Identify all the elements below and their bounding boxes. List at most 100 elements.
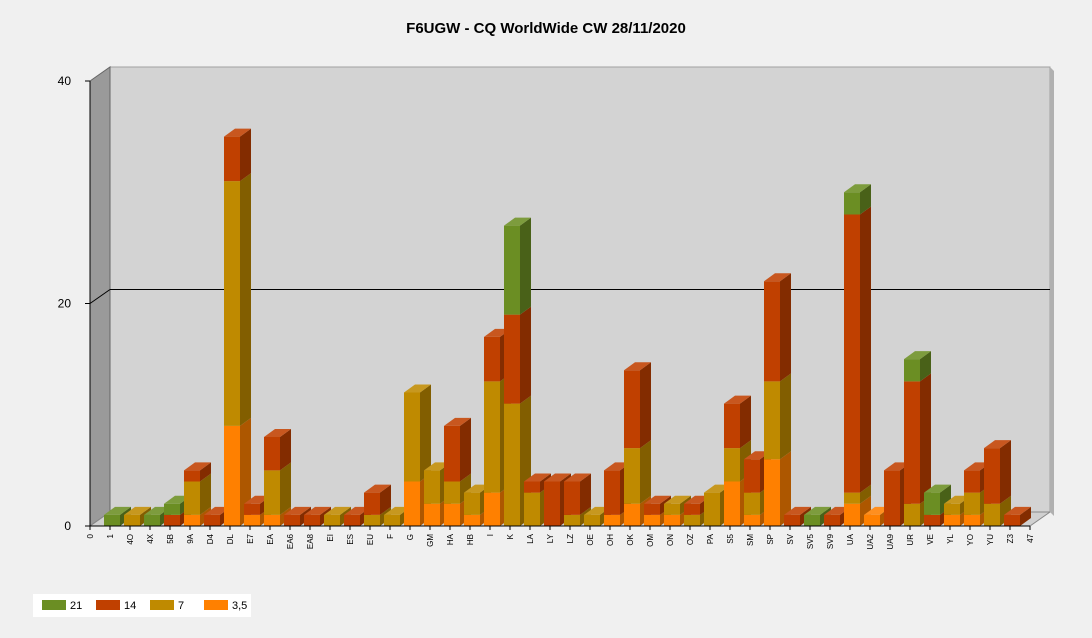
bar-top — [184, 462, 211, 471]
bar-segment — [844, 484, 871, 504]
x-tick-label: VE — [926, 534, 935, 545]
bar-front — [724, 481, 740, 526]
bar-front — [304, 514, 320, 526]
bar-front — [824, 514, 840, 526]
bar-front — [524, 492, 540, 526]
x-tick-label: HA — [446, 533, 455, 545]
bar-front — [784, 514, 800, 526]
bar-front — [744, 514, 760, 526]
bar-front — [504, 225, 520, 315]
bar-front — [1004, 514, 1020, 526]
bar-segment — [984, 440, 1011, 504]
x-tick-label: EA — [266, 533, 275, 544]
bar-segment — [844, 206, 871, 493]
bar-top — [664, 495, 691, 504]
bar-side — [520, 306, 531, 404]
bar-segment — [724, 395, 751, 449]
legend-swatch — [204, 600, 228, 610]
bar-front — [224, 181, 240, 426]
bar-front — [224, 136, 240, 182]
bar-front — [384, 514, 400, 526]
bar-top — [764, 273, 791, 282]
bar-front — [364, 514, 380, 526]
bar-front — [484, 381, 500, 493]
x-tick-label: OZ — [686, 534, 695, 545]
x-tick-label: ON — [666, 534, 675, 546]
x-tick-label: HB — [466, 534, 475, 545]
y-tick-label: 20 — [58, 297, 72, 311]
bar-side — [520, 217, 531, 315]
bar-segment — [764, 273, 791, 382]
bar-top — [904, 351, 931, 360]
bar-front — [344, 514, 360, 526]
legend-label: 3,5 — [232, 600, 247, 612]
bar-front — [584, 514, 600, 526]
bar-front — [624, 448, 640, 504]
bar-side — [1020, 506, 1031, 526]
x-tick-label: YL — [946, 533, 955, 543]
bar-side — [200, 462, 211, 482]
x-tick-label: EU — [366, 534, 375, 545]
x-tick-label: ES — [346, 534, 355, 545]
bar-top — [624, 362, 651, 371]
bar-top — [224, 128, 251, 137]
bar-side — [280, 462, 291, 515]
bar-front — [244, 503, 260, 515]
bar-side — [780, 373, 791, 460]
bar-segment — [764, 451, 791, 526]
bar-front — [544, 481, 560, 526]
bar-side — [860, 206, 871, 493]
bar-side — [860, 184, 871, 215]
x-tick-label: 0 — [86, 533, 95, 538]
bar-front — [644, 514, 660, 526]
bar-top — [1004, 506, 1031, 515]
bar-front — [364, 492, 380, 515]
x-tick-label: 5B — [166, 534, 175, 544]
x-tick-label: GM — [426, 534, 435, 547]
y-axis: 0 20 40 — [58, 74, 91, 533]
bar-front — [604, 470, 620, 515]
bar-segment — [444, 417, 471, 482]
bar-front — [184, 514, 200, 526]
bar-segment — [224, 173, 251, 426]
bar-front — [844, 503, 860, 526]
bar-front — [284, 514, 300, 526]
bar-front — [604, 514, 620, 526]
bar-front — [924, 492, 940, 515]
x-tick-label: PA — [706, 533, 715, 544]
bar-front — [464, 492, 480, 515]
x-tick-label: LY — [546, 533, 555, 543]
legend-label: 21 — [70, 600, 82, 612]
x-tick-label: SV — [786, 533, 795, 544]
bar-segment — [184, 462, 211, 482]
legend-swatch — [96, 600, 120, 610]
bar-front — [244, 514, 260, 526]
y-tick-label: 40 — [58, 74, 72, 88]
bar-top — [364, 484, 391, 493]
bar-side — [920, 373, 931, 504]
bar-top — [784, 506, 811, 515]
bar-top — [504, 217, 531, 226]
x-tick-label: OE — [586, 534, 595, 546]
bar-segment — [764, 373, 791, 460]
bar-top — [544, 473, 571, 482]
x-tick-label: YU — [986, 534, 995, 545]
bar-front — [484, 492, 500, 526]
legend-swatch — [42, 600, 66, 610]
bar-front — [664, 514, 680, 526]
bar-front — [204, 514, 220, 526]
bar-top — [324, 506, 351, 515]
x-tick-label: E7 — [246, 533, 255, 543]
x-tick-label: UA — [846, 533, 855, 545]
x-tick-label: F — [386, 534, 395, 539]
bar-segment — [504, 217, 531, 315]
bar-top — [304, 506, 331, 515]
x-tick-label: G — [406, 534, 415, 540]
bar-segment — [224, 128, 251, 182]
bar-front — [504, 403, 520, 526]
bar-front — [644, 503, 660, 515]
x-tick-label: 1 — [106, 533, 115, 538]
x-tick-label: SM — [746, 534, 755, 546]
x-tick-label: 9A — [186, 533, 195, 543]
